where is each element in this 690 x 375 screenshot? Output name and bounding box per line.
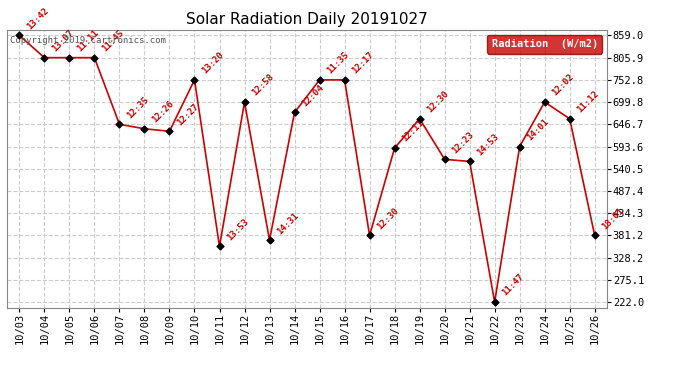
Text: 13:07: 13:07 [50, 28, 75, 54]
Text: 12:35: 12:35 [125, 95, 150, 120]
Point [364, 232, 375, 238]
Legend: Radiation  (W/m2): Radiation (W/m2) [487, 35, 602, 54]
Point [289, 110, 300, 116]
Text: 12:02: 12:02 [550, 72, 575, 98]
Point [264, 237, 275, 243]
Point [314, 77, 325, 83]
Text: 13:20: 13:20 [200, 50, 226, 76]
Point [189, 77, 200, 83]
Point [139, 126, 150, 132]
Point [414, 116, 425, 122]
Point [514, 144, 525, 150]
Point [239, 99, 250, 105]
Text: 14:53: 14:53 [475, 132, 500, 157]
Point [339, 77, 350, 83]
Point [214, 243, 225, 249]
Text: 14:01: 14:01 [525, 117, 551, 142]
Point [589, 232, 600, 238]
Text: 12:58: 12:58 [250, 72, 275, 98]
Text: 12:30: 12:30 [425, 89, 451, 115]
Text: 12:26: 12:26 [150, 99, 175, 124]
Point [39, 55, 50, 61]
Text: 11:47: 11:47 [500, 273, 526, 298]
Text: 14:31: 14:31 [275, 211, 300, 236]
Point [164, 128, 175, 134]
Point [439, 156, 450, 162]
Text: 13:53: 13:53 [225, 217, 250, 242]
Point [14, 33, 25, 39]
Point [64, 55, 75, 61]
Text: 12:27: 12:27 [175, 102, 200, 127]
Text: 12:23: 12:23 [450, 130, 475, 155]
Point [489, 299, 500, 305]
Text: 12:04: 12:04 [300, 83, 326, 108]
Text: 12:17: 12:17 [350, 50, 375, 76]
Text: 12:30: 12:30 [375, 206, 400, 231]
Text: 11:45: 11:45 [100, 28, 126, 54]
Text: 13:42: 13:42 [25, 6, 50, 31]
Point [389, 145, 400, 151]
Text: 12:11: 12:11 [400, 118, 426, 144]
Point [114, 121, 125, 127]
Point [564, 116, 575, 122]
Point [464, 158, 475, 164]
Text: 11:12: 11:12 [575, 89, 600, 115]
Text: 11:11: 11:11 [75, 28, 100, 54]
Point [89, 55, 100, 61]
Title: Solar Radiation Daily 20191027: Solar Radiation Daily 20191027 [186, 12, 428, 27]
Text: 18:01: 18:01 [600, 206, 626, 231]
Text: 11:35: 11:35 [325, 50, 351, 76]
Text: Copyright 2019 Cartronics.com: Copyright 2019 Cartronics.com [10, 36, 166, 45]
Point [539, 99, 550, 105]
